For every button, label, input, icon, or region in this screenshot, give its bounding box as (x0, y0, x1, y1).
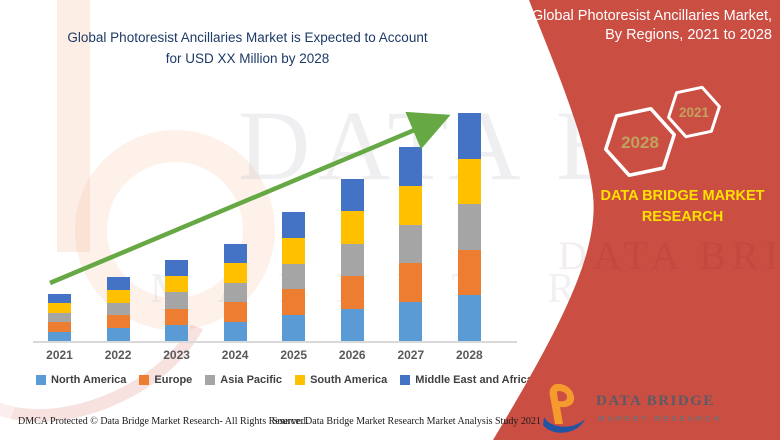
legend-swatch (139, 375, 150, 385)
legend-swatch (400, 375, 411, 385)
bar-segment-2028-asia-pacific (457, 204, 481, 250)
chart-title: Global Photoresist Ancillaries Market is… (5, 28, 490, 70)
logo-subtitle: MARKET RESEARCH (598, 414, 723, 423)
bar-segment-2024-north-america (223, 321, 247, 341)
x-axis-label: 2025 (280, 348, 308, 362)
x-axis-label: 2027 (397, 348, 425, 362)
legend-item: South America (295, 374, 387, 386)
x-axis-label: 2028 (455, 348, 483, 362)
year-badges: 2028 2021 (604, 85, 721, 178)
bar-segment-2022-asia-pacific (106, 302, 130, 316)
brand-name-line2: RESEARCH (641, 208, 724, 225)
bar-segment-2022-europe (106, 315, 130, 329)
bar-segment-2021-europe (48, 322, 71, 332)
brand-name-line1: DATA BRIDGE MARKET (600, 188, 765, 204)
bar-segment-2021-north-america (48, 331, 71, 341)
legend-swatch (295, 375, 306, 385)
x-axis-label: 2021 (46, 348, 73, 362)
legend-swatch (36, 375, 46, 385)
legend-label: Asia Pacific (220, 374, 283, 386)
bar-segment-2021-asia-pacific (48, 312, 71, 323)
bar-segment-2028-north-america (457, 295, 481, 341)
bar-segment-2025-north-america (282, 315, 306, 341)
bar-segment-2023-europe (165, 308, 189, 325)
footer-source: Source: Data Bridge Market Research Mark… (272, 416, 541, 427)
bar-segment-2023-asia-pacific (165, 292, 189, 309)
x-axis-label: 2023 (163, 348, 190, 362)
legend-label: North America (51, 374, 127, 386)
bar-segment-2024-europe (223, 302, 247, 322)
x-axis-label: 2024 (221, 348, 249, 362)
bar-segment-2021-middle-east-and-africa (48, 294, 71, 304)
footer-copyright: DMCA Protected © Data Bridge Market Rese… (18, 416, 309, 427)
bar-segment-2027-north-america (399, 302, 423, 341)
legend-item: Asia Pacific (205, 374, 282, 386)
hexagon-2028 (604, 106, 676, 178)
bar-segment-2028-south-america (457, 158, 481, 205)
panel-header-line2: By Regions, 2021 to 2028 (605, 27, 772, 44)
bar-segment-2028-middle-east-and-africa (457, 113, 481, 159)
panel-header: Global Photoresist Ancillaries Market, B… (442, 7, 772, 45)
bar-segment-2022-north-america (106, 328, 130, 341)
panel-header-line1: Global Photoresist Ancillaries Market, (531, 8, 772, 24)
legend-item: North America (36, 374, 126, 386)
logo-wordmark: DATA BRIDGE (596, 393, 715, 409)
legend-item: Middle East and Africa (400, 374, 533, 386)
panel-watermark-text: DATA BRI (558, 233, 780, 278)
x-axis-label: 2026 (338, 348, 366, 362)
x-axis-label: 2022 (104, 348, 132, 362)
bar-segment-2024-asia-pacific (223, 282, 247, 303)
bar-segment-2023-north-america (165, 324, 189, 341)
data-bridge-logo: DATA BRIDGE MARKET RESEARCH (542, 383, 732, 439)
logo-b-icon (543, 383, 585, 433)
chart-title-line1: Global Photoresist Ancillaries Market is… (67, 30, 428, 45)
legend-label: Middle East and Africa (415, 374, 533, 386)
chart-title-line2: for USD XX Million by 2028 (165, 50, 330, 66)
hexagon-2021-label: 2021 (679, 105, 710, 120)
legend-swatch (205, 375, 216, 385)
hexagon-2028-label: 2028 (621, 133, 659, 152)
bar-segment-2026-north-america (340, 308, 364, 341)
bar-segment-2021-south-america (48, 303, 71, 313)
chart-legend: North America Europe Asia Pacific South Ame… (36, 374, 533, 386)
brand-name: DATA BRIDGE MARKET RESEARCH (595, 186, 770, 227)
hexagon-2021 (667, 85, 721, 139)
legend-item: Europe (139, 374, 192, 386)
bar-segment-2028-europe (457, 249, 481, 296)
legend-label: Europe (154, 374, 193, 386)
x-axis-line (33, 341, 517, 343)
bar-segment-2022-south-america (106, 289, 130, 303)
bar-segment-2025-europe (282, 289, 306, 316)
legend-label: South America (310, 374, 388, 386)
